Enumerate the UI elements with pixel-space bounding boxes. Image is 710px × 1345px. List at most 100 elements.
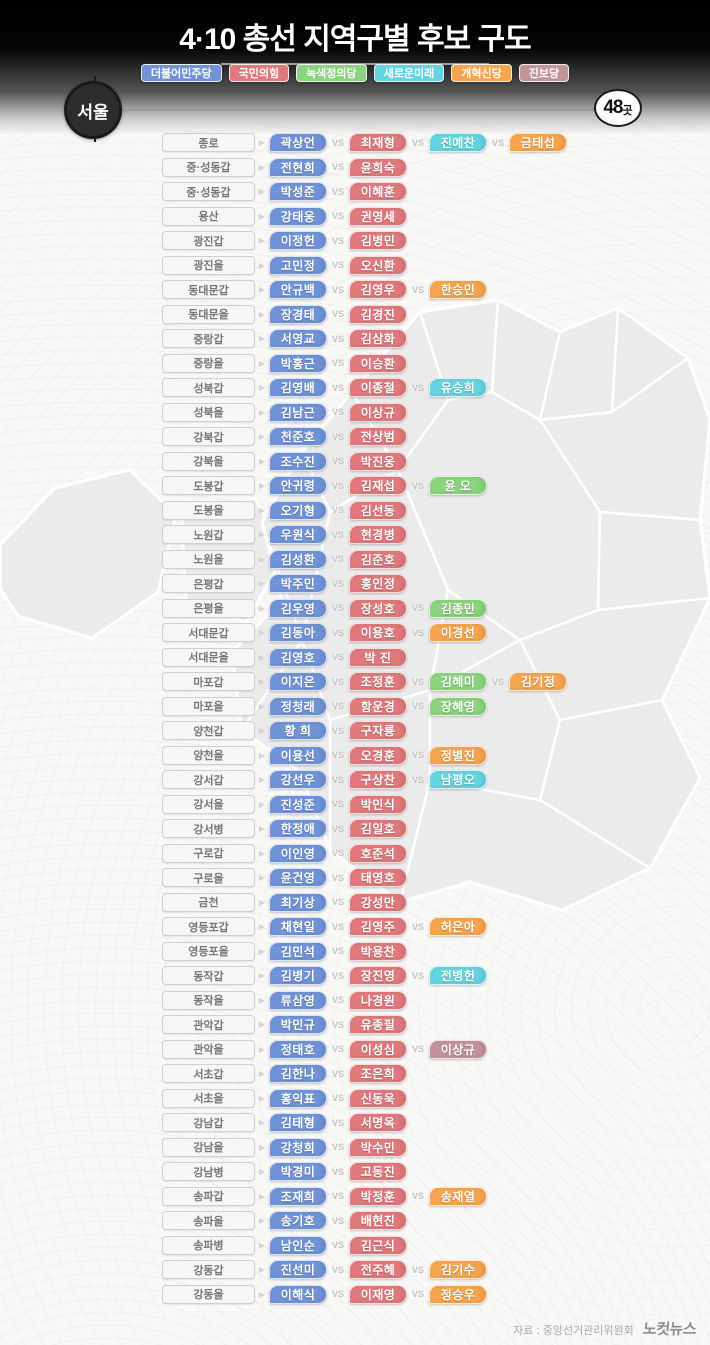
vs-label: VS	[331, 872, 344, 883]
district-row: 강서갑 ▶ 강선우 VS 구상찬 VS 남평오	[162, 770, 567, 789]
district-row: 양천갑 ▶ 황 희 VS 구자룡	[162, 721, 567, 740]
vs-label: VS	[331, 1191, 344, 1201]
vs-label: VS	[331, 529, 344, 540]
arrow-icon: ▶	[258, 848, 266, 858]
vs-label: VS	[411, 676, 424, 687]
vs-label: VS	[331, 1068, 344, 1079]
candidate-chip-dem: 조수진	[269, 451, 327, 471]
district-label: 강서병	[162, 819, 255, 838]
district-label: 동대문갑	[162, 280, 255, 299]
vs-label: VS	[411, 603, 424, 613]
district-row: 강남병 ▶ 박경미 VS 고동진	[162, 1162, 567, 1181]
connector-line	[95, 109, 617, 111]
district-label: 동작갑	[162, 966, 255, 985]
candidate-chip-dem: 박민규	[269, 1015, 327, 1034]
vs-label: VS	[331, 333, 344, 344]
arrow-icon: ▶	[258, 799, 266, 809]
district-row: 중랑을 ▶ 박홍근 VS 이승환	[162, 353, 567, 373]
arrow-icon: ▶	[258, 162, 266, 172]
vs-label: VS	[411, 1264, 424, 1275]
arrow-icon: ▶	[258, 701, 266, 711]
arrow-icon: ▶	[258, 358, 266, 368]
vs-label: VS	[331, 309, 344, 319]
candidate-chip-dem: 박주민	[269, 574, 327, 593]
candidate-chip-dem: 채현일	[269, 917, 327, 936]
candidate-chip-ppp: 홍인정	[349, 574, 407, 593]
arrow-icon: ▶	[258, 1216, 266, 1225]
vs-label: VS	[411, 1289, 424, 1299]
arrow-icon: ▶	[258, 432, 266, 441]
arrow-icon: ▶	[258, 309, 266, 319]
candidate-chip-dem: 송기호	[269, 1211, 327, 1230]
arrow-icon: ▶	[258, 922, 266, 931]
district-label: 중·성동갑	[162, 157, 255, 177]
candidate-chip-ref: 금태섭	[509, 133, 567, 152]
vs-label: VS	[331, 921, 344, 932]
arrow-icon: ▶	[258, 138, 266, 147]
district-label: 중랑갑	[162, 329, 255, 348]
district-row: 동작갑 ▶ 김병기 VS 장진영 VS 전병헌	[162, 966, 567, 985]
district-label: 영등포갑	[162, 917, 255, 936]
district-label: 송파을	[162, 1211, 255, 1230]
candidate-chip-ref: 정승우	[429, 1284, 487, 1304]
candidate-chip-dem: 김남근	[269, 402, 327, 422]
district-row: 도봉을 ▶ 오기형 VS 김선동	[162, 500, 567, 520]
district-label: 종로	[162, 133, 255, 152]
vs-label: VS	[331, 1240, 344, 1250]
district-count-unit: 곳	[622, 105, 633, 117]
district-label: 구로을	[162, 868, 255, 887]
vs-label: VS	[411, 921, 424, 932]
district-label: 강북갑	[162, 427, 255, 446]
arrow-icon: ▶	[258, 628, 266, 637]
district-label: 용산	[162, 206, 255, 226]
district-row: 송파을 ▶ 송기호 VS 배현진	[162, 1211, 567, 1230]
legend-party-ppp: 국민의힘	[228, 64, 290, 82]
candidate-chip-dem: 정태호	[269, 1039, 327, 1059]
candidate-chip-dem: 천준호	[269, 427, 327, 446]
vs-label: VS	[331, 1142, 344, 1152]
vs-label: VS	[331, 652, 344, 662]
district-label: 노원갑	[162, 525, 255, 544]
candidate-chip-dem: 윤건영	[269, 868, 327, 887]
arrow-icon: ▶	[258, 260, 266, 270]
district-label: 성북갑	[162, 378, 255, 397]
legend-party-prg: 진보당	[518, 64, 570, 82]
arrow-icon: ▶	[258, 1142, 266, 1152]
vs-label: VS	[331, 1166, 344, 1177]
candidate-chip-ref: 김기수	[429, 1260, 487, 1279]
arrow-icon: ▶	[258, 211, 266, 221]
arrow-icon: ▶	[258, 677, 266, 686]
district-row: 광진을 ▶ 고민정 VS 오신환	[162, 255, 567, 275]
vs-label: VS	[331, 162, 344, 172]
arrow-icon: ▶	[258, 334, 266, 343]
candidate-chip-dem: 최기상	[269, 892, 327, 912]
candidate-chip-dem: 우원식	[269, 525, 327, 544]
vs-label: VS	[331, 456, 344, 466]
candidate-chip-dem: 김민석	[269, 941, 327, 961]
vs-label: VS	[331, 505, 344, 515]
district-row: 용산 ▶ 강태웅 VS 권영세	[162, 206, 567, 226]
legend-party-nfm: 새로운미래	[373, 64, 445, 82]
candidate-chip-ppp: 박용찬	[349, 941, 407, 961]
vs-label: VS	[331, 235, 344, 246]
district-row: 강북갑 ▶ 천준호 VS 전상범	[162, 427, 567, 446]
district-label: 성북을	[162, 402, 255, 422]
candidate-chip-dem: 고민정	[269, 255, 327, 275]
candidate-chip-ref: 한승민	[429, 280, 487, 299]
district-row: 서대문갑 ▶ 김동아 VS 이용호 VS 이경선	[162, 623, 567, 642]
candidate-chip-ppp: 장성호	[349, 598, 407, 618]
candidate-chip-dem: 전현희	[269, 157, 327, 177]
arrow-icon: ▶	[258, 530, 266, 539]
arrow-icon: ▶	[258, 1044, 266, 1054]
candidate-chip-ppp: 김영주	[349, 917, 407, 936]
candidate-chip-ppp: 구상찬	[349, 770, 407, 789]
candidate-chip-ppp: 최재형	[349, 133, 407, 152]
candidate-chip-nfm: 전병헌	[429, 966, 487, 985]
district-row: 송파병 ▶ 남인순 VS 김근식	[162, 1235, 567, 1255]
arrow-icon: ▶	[258, 1118, 266, 1127]
vs-label: VS	[331, 260, 344, 270]
candidate-chip-ppp: 함운경	[349, 696, 407, 716]
vs-label: VS	[331, 358, 344, 368]
candidate-chip-nfm: 유승희	[429, 378, 487, 397]
arrow-icon: ▶	[258, 652, 266, 662]
